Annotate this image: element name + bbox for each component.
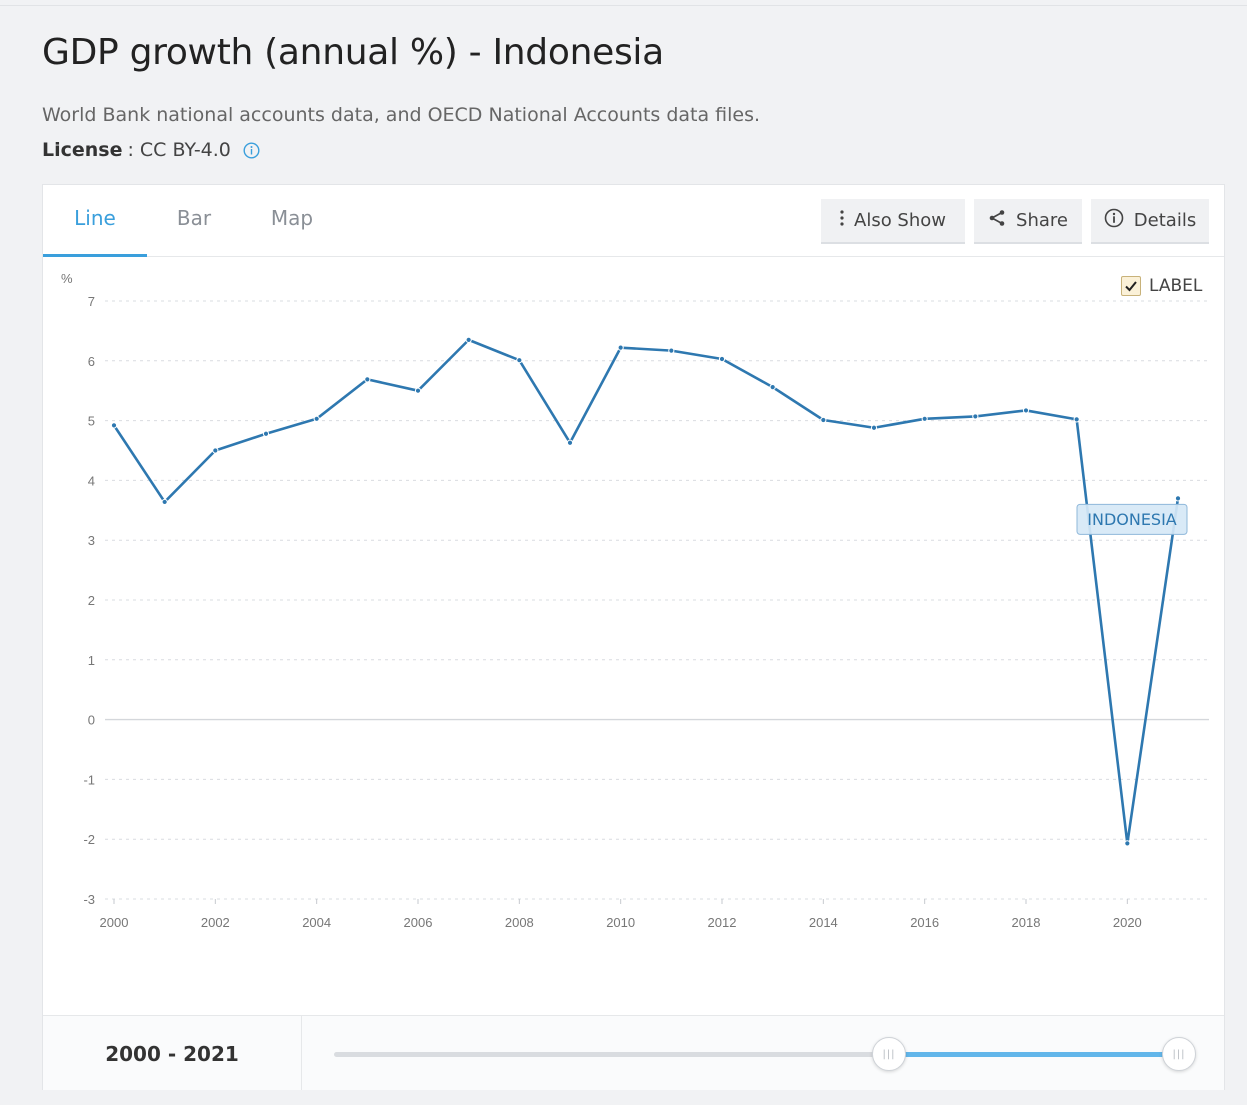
also-show-label: Also Show [854,210,946,231]
share-label: Share [1016,210,1068,231]
data-point[interactable] [566,439,574,446]
x-tick-label: 2002 [201,915,230,930]
data-point[interactable] [313,415,320,422]
data-point[interactable] [718,355,726,363]
range-bar: 2000 - 2021 ||| ||| [43,1015,1224,1090]
y-tick-label: 1 [88,653,95,668]
license-line: License : CC BY-4.0 [42,139,260,161]
y-axis-unit-label: % [61,271,73,286]
y-tick-label: 0 [88,713,95,728]
label-checkbox[interactable] [1121,276,1141,296]
data-point[interactable] [364,376,371,383]
range-slider-end-handle[interactable]: ||| [1162,1037,1196,1071]
info-icon[interactable] [243,141,260,159]
info-circle-icon [1104,208,1124,233]
data-point[interactable] [668,347,675,354]
data-point[interactable] [516,357,523,364]
x-tick-label: 2000 [100,915,129,930]
x-tick-label: 2016 [910,915,939,930]
data-point[interactable] [465,336,472,343]
data-point[interactable] [1073,416,1080,423]
data-point[interactable] [161,498,168,506]
data-point[interactable] [1022,407,1030,414]
share-button[interactable]: Share [974,199,1082,244]
y-tick-label: 3 [88,533,95,548]
data-point[interactable] [212,447,219,454]
data-point[interactable] [617,344,624,351]
more-vertical-icon [840,210,844,231]
y-tick-label: -3 [83,892,95,907]
license-label: License [42,139,123,161]
details-button[interactable]: Details [1091,199,1209,244]
series-line [112,338,1180,845]
x-tick-label: 2014 [809,915,838,930]
range-slider-track[interactable] [334,1052,1179,1057]
tab-map[interactable]: Map [270,206,314,230]
data-point[interactable] [262,430,270,437]
license-separator: : [127,139,134,161]
y-tick-label: 4 [88,473,95,488]
y-tick-label: 5 [88,414,95,429]
license-value: CC BY-4.0 [139,139,231,161]
chart-panel: Line Bar Map Also Show [42,184,1225,1090]
y-tick-label: 2 [88,593,95,608]
page-title: GDP growth (annual %) - Indonesia [42,32,664,73]
also-show-button[interactable]: Also Show [821,199,965,244]
data-point[interactable] [972,413,979,420]
x-tick-label: 2020 [1113,915,1142,930]
series-name-label: INDONESIA [1087,510,1177,529]
data-point[interactable] [870,424,878,431]
x-tick-label: 2006 [404,915,433,930]
y-tick-label: -2 [83,832,95,847]
data-point[interactable] [820,416,827,424]
data-point[interactable] [110,422,118,429]
tab-line[interactable]: Line [43,185,147,257]
range-slider-start-handle[interactable]: ||| [872,1037,906,1071]
data-point[interactable] [769,384,776,391]
chart-tabs-bar: Line Bar Map Also Show [43,185,1224,257]
data-point[interactable] [921,415,928,422]
x-tick-label: 2012 [708,915,737,930]
x-tick-label: 2010 [606,915,635,930]
label-toggle-text: LABEL [1149,276,1203,296]
data-source: World Bank national accounts data, and O… [42,104,761,126]
share-icon [988,209,1006,232]
x-tick-label: 2004 [302,915,331,930]
y-tick-label: -1 [83,772,95,787]
data-point[interactable] [414,387,422,394]
data-point[interactable] [1124,840,1131,847]
line-chart: % 7 6 5 4 3 2 1 0 -1 -2 -3 2000 2002 2004 2006 2008 2010… [61,271,1209,930]
data-point[interactable] [1174,495,1182,502]
series-label-box [1076,503,1188,535]
year-range-label: 2000 - 2021 [43,1016,302,1090]
y-tick-label: 6 [88,354,95,369]
checkmark-icon [1125,281,1137,292]
top-divider [0,5,1247,6]
tab-bar[interactable]: Bar [176,206,212,230]
label-toggle[interactable]: LABEL [1121,276,1202,296]
x-tick-label: 2008 [505,915,534,930]
range-slider-fill [889,1052,1179,1057]
x-tick-label: 2018 [1012,915,1041,930]
details-label: Details [1133,210,1197,231]
y-tick-label: 7 [88,294,95,309]
